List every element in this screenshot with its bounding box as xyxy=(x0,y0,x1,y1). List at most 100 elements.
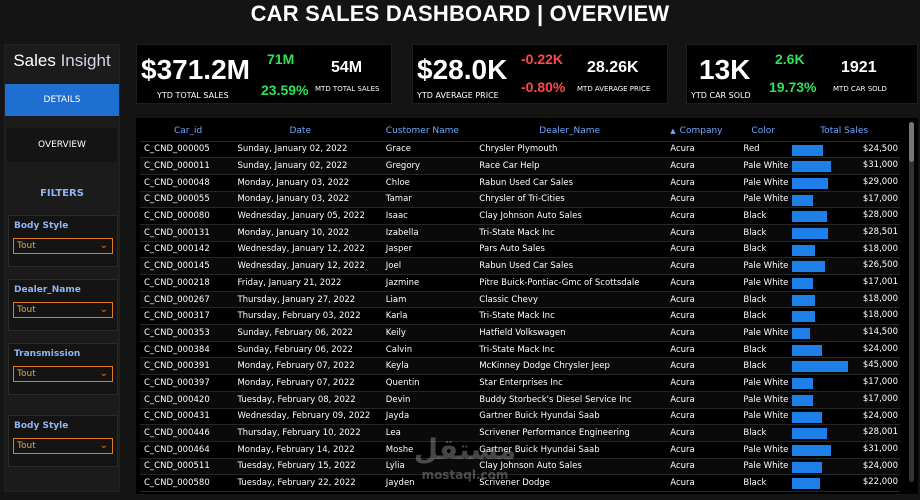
customer-name-cell: Keily xyxy=(381,324,476,342)
dealer-name-cell: Scrivener Performance Engineering xyxy=(475,424,667,442)
ytd-average-price-label: YTD AVERAGE PRICE xyxy=(417,91,499,100)
company-cell: Acura xyxy=(666,207,740,225)
date-cell: Wednesday, January 12, 2022 xyxy=(233,241,382,259)
table-scrollbar[interactable] xyxy=(909,122,914,482)
table-row[interactable]: C_CND_000420 Tuesday, February 08, 2022 De… xyxy=(140,391,900,409)
ytd-car-sold-label: YTD CAR SOLD xyxy=(691,91,751,100)
col-header-car-id[interactable]: Car_id xyxy=(140,121,234,142)
table-row[interactable]: C_CND_000145 Wednesday, January 12, 2022 J… xyxy=(140,257,900,275)
nav-overview-button[interactable]: OVERVIEW xyxy=(7,128,117,162)
body-style-dropdown-2[interactable]: Tout ⌄ xyxy=(13,438,113,454)
dealer-name-cell: Pars Auto Sales xyxy=(475,241,667,259)
table-row[interactable]: C_CND_000384 Sunday, February 06, 2022 Cal… xyxy=(140,341,900,359)
dealer-name-cell: Clay Johnson Auto Sales xyxy=(475,207,667,225)
table-row[interactable]: C_CND_000011 Sunday, January 02, 2022 Greg… xyxy=(140,157,900,175)
mtd-total-sales-label: MTD TOTAL SALES xyxy=(315,85,380,93)
sales-data-bar xyxy=(792,161,831,173)
col-header-color[interactable]: Color xyxy=(739,121,791,142)
dealer-name-cell: Chrysler of Tri-Cities xyxy=(475,191,667,209)
date-cell: Wednesday, January 12, 2022 xyxy=(233,257,382,275)
table-row[interactable]: C_CND_000353 Sunday, February 06, 2022 Kei… xyxy=(140,324,900,342)
date-cell: Monday, February 14, 2022 xyxy=(233,441,382,459)
table-row[interactable]: C_CND_000048 Monday, January 03, 2022 Chlo… xyxy=(140,174,900,192)
col-header-company[interactable]: ▲ Company xyxy=(666,121,740,142)
sales-data-bar xyxy=(792,344,823,356)
table-body: C_CND_000005 Sunday, January 02, 2022 Grac… xyxy=(140,141,900,492)
transmission-dropdown[interactable]: Tout ⌄ xyxy=(13,366,113,382)
table-row[interactable]: C_CND_000317 Thursday, February 03, 2022 K… xyxy=(140,307,900,326)
sales-table-panel: Car_id Date Customer Name Dealer_Name ▲ C… xyxy=(136,118,918,494)
chevron-down-icon: ⌄ xyxy=(99,304,108,315)
table-row[interactable]: C_CND_000431 Wednesday, February 09, 2022… xyxy=(140,408,900,426)
table-row[interactable]: C_CND_000267 Thursday, January 27, 2022 Li… xyxy=(140,291,900,309)
date-cell: Thursday, February 10, 2022 xyxy=(233,424,382,442)
sales-data-bar xyxy=(792,411,823,423)
color-cell: Black xyxy=(739,241,791,259)
table-row[interactable]: C_CND_000580 Tuesday, February 22, 2022 Ja… xyxy=(140,474,900,492)
col-header-customer-name[interactable]: Customer Name xyxy=(381,121,476,142)
table-row[interactable]: C_CND_000080 Wednesday, January 05, 2022 I… xyxy=(140,207,900,225)
table-row[interactable]: C_CND_000446 Thursday, February 10, 2022 L… xyxy=(140,424,900,442)
date-cell: Monday, January 03, 2022 xyxy=(233,191,382,209)
sales-amount: $31,000 xyxy=(862,160,898,171)
company-cell: Acura xyxy=(666,224,740,242)
ytd-total-sales-value: $371.2M xyxy=(141,54,250,85)
company-cell: Acura xyxy=(666,241,740,259)
logo-primary: Sales xyxy=(13,51,56,70)
car-id-cell: C_CND_000464 xyxy=(140,441,234,459)
nav-details-button[interactable]: DETAILS xyxy=(5,84,119,116)
date-cell: Friday, January 21, 2022 xyxy=(233,274,382,292)
car-id-cell: C_CND_000397 xyxy=(140,374,234,392)
total-sales-cell: $31,000 xyxy=(790,157,900,175)
dealer-name-cell: Buddy Storbeck's Diesel Service Inc xyxy=(475,391,667,409)
table-scroll-thumb[interactable] xyxy=(909,122,914,162)
sales-data-bar xyxy=(792,194,814,206)
total-sales-cell: $14,500 xyxy=(790,324,900,342)
car-id-cell: C_CND_000384 xyxy=(140,341,234,359)
dealer-name-cell: Race Car Help xyxy=(475,157,667,175)
company-cell: Acura xyxy=(666,374,740,392)
table-row[interactable]: C_CND_000464 Monday, February 14, 2022 Mos… xyxy=(140,441,900,459)
sales-amount: $24,000 xyxy=(862,410,898,421)
car-id-cell: C_CND_000267 xyxy=(140,291,234,309)
date-cell: Sunday, January 02, 2022 xyxy=(233,157,382,175)
sales-table: Car_id Date Customer Name Dealer_Name ▲ C… xyxy=(140,121,900,492)
table-row[interactable]: C_CND_000397 Monday, February 07, 2022 Que… xyxy=(140,374,900,392)
dealer-name-dropdown[interactable]: Tout ⌄ xyxy=(13,302,113,318)
sales-amount: $18,000 xyxy=(862,310,898,321)
car-id-cell: C_CND_000048 xyxy=(140,174,234,192)
col-header-date[interactable]: Date xyxy=(233,121,382,142)
sales-data-bar xyxy=(792,328,811,340)
col-header-dealer-name[interactable]: Dealer_Name xyxy=(475,121,667,142)
dealer-name-cell: Tri-State Mack Inc xyxy=(475,341,667,359)
dealer-name-cell: McKinney Dodge Chrysler Jeep xyxy=(475,357,667,376)
table-row[interactable]: C_CND_000005 Sunday, January 02, 2022 Grac… xyxy=(140,141,900,159)
color-cell: Black xyxy=(739,224,791,242)
sales-amount: $22,000 xyxy=(862,477,898,488)
total-sales-cell: $17,000 xyxy=(790,374,900,392)
dealer-name-cell: Clay Johnson Auto Sales xyxy=(475,458,667,476)
color-cell: Black xyxy=(739,307,791,326)
table-row[interactable]: C_CND_000055 Monday, January 03, 2022 Tama… xyxy=(140,191,900,209)
date-cell: Tuesday, February 22, 2022 xyxy=(233,474,382,492)
table-row[interactable]: C_CND_000511 Tuesday, February 15, 2022 Ly… xyxy=(140,458,900,476)
table-row[interactable]: C_CND_000131 Monday, January 10, 2022 Izab… xyxy=(140,224,900,242)
total-sales-cell: $18,000 xyxy=(790,241,900,259)
table-row[interactable]: C_CND_000391 Monday, February 07, 2022 Key… xyxy=(140,357,900,376)
color-cell: Black xyxy=(739,291,791,309)
sales-amount: $28,001 xyxy=(862,427,898,438)
filter-body-style: Body Style Tout ⌄ xyxy=(8,215,118,267)
dealer-name-cell: Tri-State Mack Inc xyxy=(475,307,667,326)
sales-amount: $31,000 xyxy=(862,443,898,454)
color-cell: Pale White xyxy=(739,374,791,392)
car-id-cell: C_CND_000145 xyxy=(140,257,234,275)
dropdown-value: Tout xyxy=(17,241,36,251)
table-row[interactable]: C_CND_000142 Wednesday, January 12, 2022 J… xyxy=(140,241,900,259)
body-style-dropdown[interactable]: Tout ⌄ xyxy=(13,238,113,254)
sort-ascending-icon: ▲ xyxy=(670,126,676,135)
table-row[interactable]: C_CND_000218 Friday, January 21, 2022 Jazm… xyxy=(140,274,900,292)
col-header-total-sales[interactable]: Total Sales xyxy=(790,121,900,142)
kpi-card-price: $28.0K YTD AVERAGE PRICE -0.22K -0.80% 2… xyxy=(412,44,668,104)
car-id-cell: C_CND_000080 xyxy=(140,207,234,225)
sales-data-bar xyxy=(792,227,828,239)
